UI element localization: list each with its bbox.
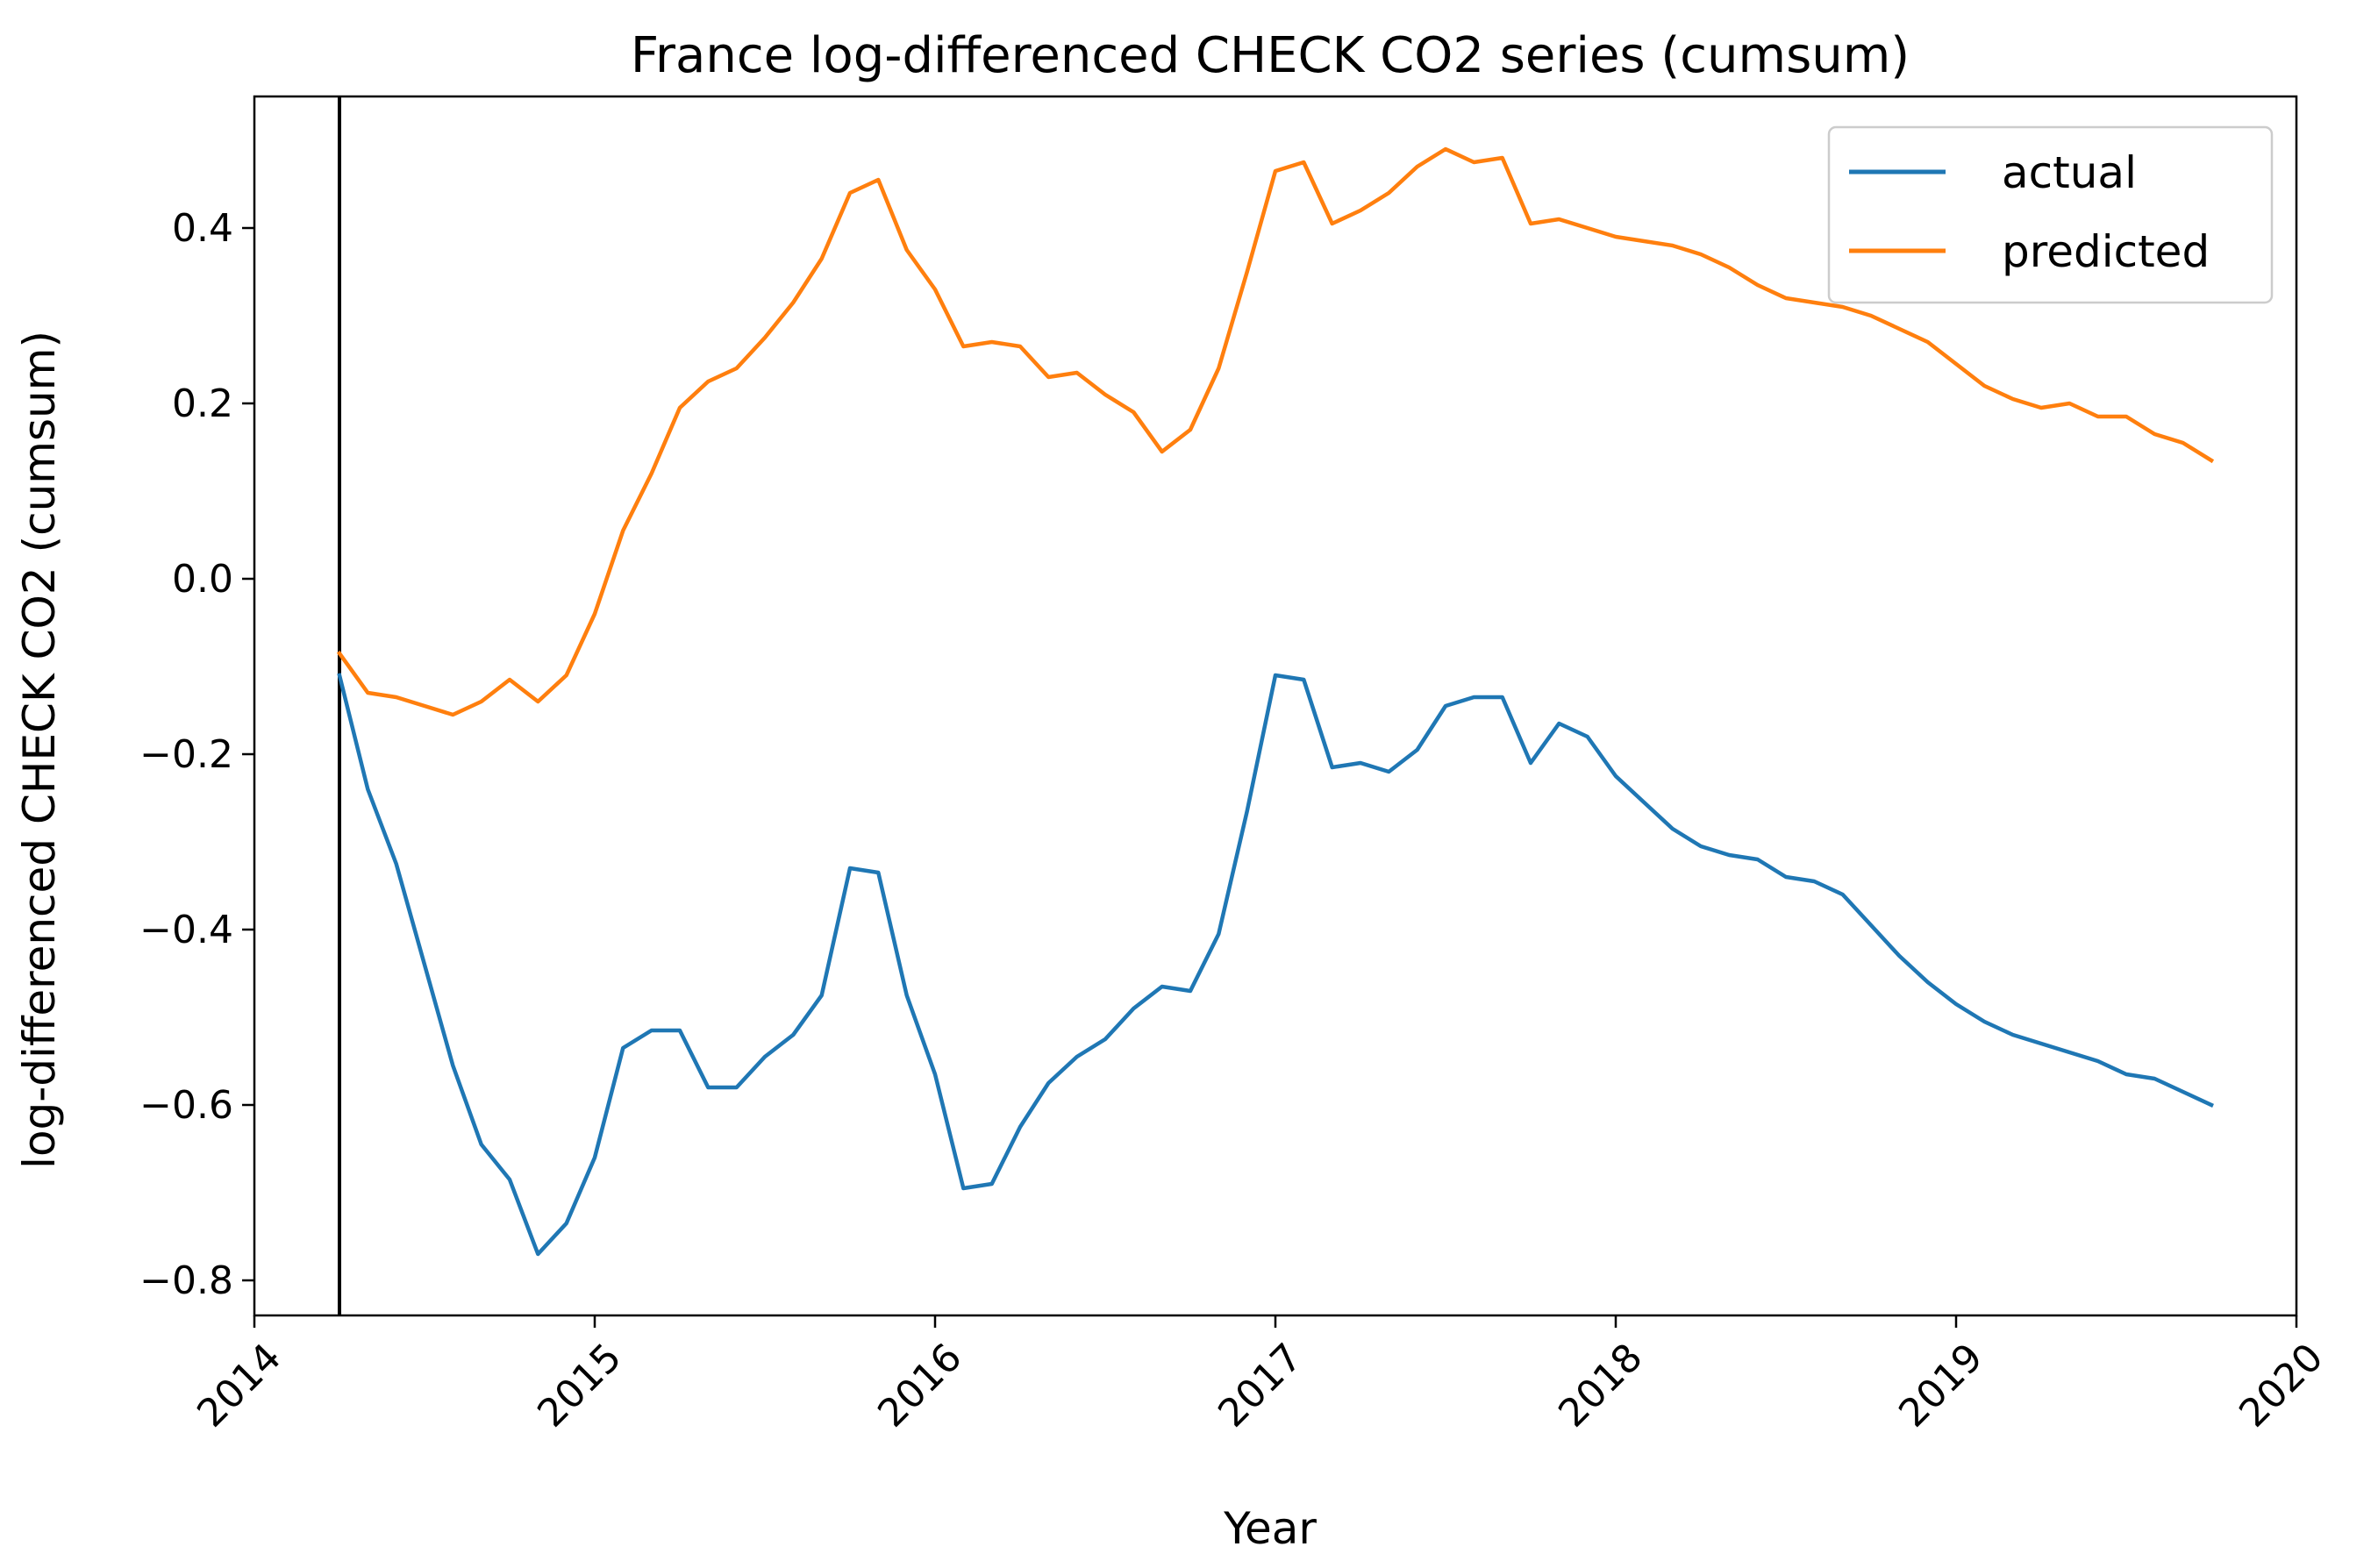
y-tick-label: −0.2 [139,732,233,777]
series-layer [336,146,2215,1257]
y-tick-label: 0.4 [172,206,233,251]
legend: actual predicted [1827,125,2274,304]
y-tick-label: −0.8 [139,1258,233,1303]
legend-label-predicted: predicted [2002,226,2210,277]
y-tick-label: −0.4 [139,908,233,952]
y-tick-label: 0.0 [172,557,233,602]
y-tick-label: −0.6 [139,1083,233,1128]
series-line-predicted [336,146,2215,717]
y-tick-label: 0.2 [172,381,233,426]
y-axis: −0.8 −0.6 −0.4 −0.2 0.0 0.2 0.4 [139,206,254,1303]
y-axis-label: log-differenced CHECK CO2 (cumsum) [14,331,65,1169]
chart-title: France log-differenced CHECK CO2 series … [631,27,1910,84]
x-axis-label: Year [1223,1503,1317,1554]
series-line-actual [337,673,2214,1257]
legend-label-actual: actual [2002,147,2137,198]
